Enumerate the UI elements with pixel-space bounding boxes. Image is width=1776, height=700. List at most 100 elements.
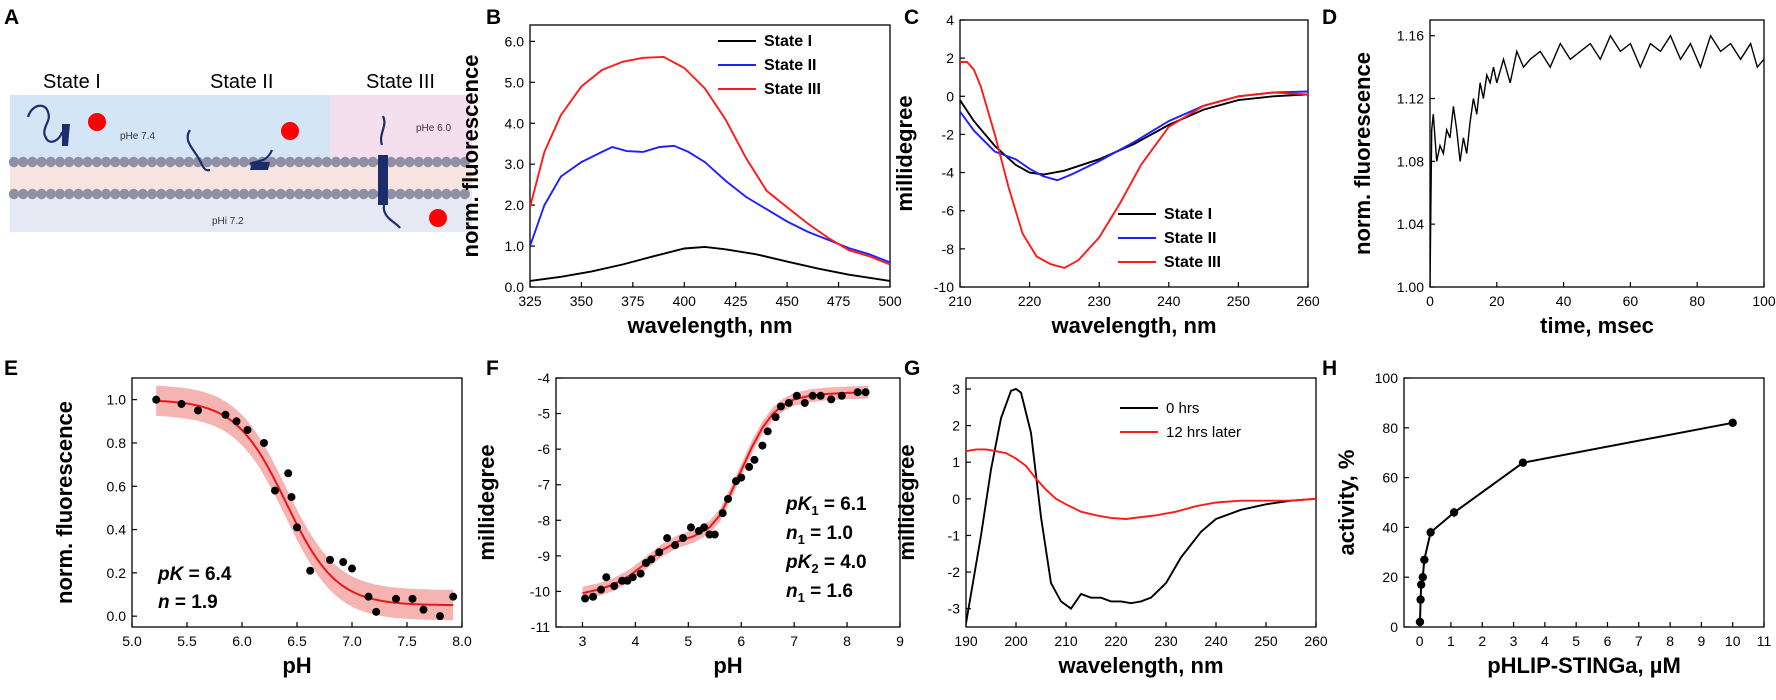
lipid-head: [100, 188, 112, 200]
series-line-state-iii: [530, 55, 890, 266]
lipid-head: [54, 156, 66, 168]
lipid-head: [395, 156, 406, 168]
y-tick-label: 1.12: [1397, 91, 1424, 107]
y-axis-label: norm. fluorescence: [1350, 52, 1375, 255]
lipid-head: [27, 188, 38, 200]
lipid-head: [441, 156, 452, 168]
y-tick-label: 100: [1375, 370, 1399, 386]
lipid-head: [367, 188, 378, 200]
lipid-head: [82, 188, 93, 200]
data-point: [372, 607, 381, 616]
data-point: [710, 530, 719, 539]
data-point: [408, 594, 417, 603]
panel-label-G: G: [904, 357, 920, 380]
data-point: [348, 564, 356, 573]
x-tick-label: 40: [1556, 293, 1572, 309]
y-tick-label: -6: [942, 203, 955, 219]
panel-label-E: E: [4, 357, 18, 380]
ph-intracellular-label: pHi 7.2: [212, 216, 244, 227]
data-point: [837, 391, 846, 400]
data-point: [260, 438, 268, 447]
plot-frame: [965, 377, 1317, 628]
data-point: [602, 573, 611, 582]
lipid-head: [192, 188, 204, 200]
data-point: [232, 417, 241, 426]
series-line-state-i: [960, 93, 1308, 176]
lipid-head: [321, 188, 332, 200]
y-tick-label: 0: [952, 491, 960, 507]
y-tick-label: -4: [942, 165, 955, 181]
lipid-head: [386, 156, 397, 168]
lipid-head: [238, 188, 250, 200]
lipid-head: [211, 188, 222, 200]
cargo-dot-1: [88, 113, 106, 131]
lipid-head: [100, 156, 112, 168]
x-tick-label: 230: [1154, 633, 1178, 649]
lipid-head: [459, 188, 470, 200]
data-point: [287, 493, 296, 502]
x-tick-label: 3: [579, 633, 587, 649]
panel-label-F: F: [486, 357, 499, 380]
y-tick-label: -4: [538, 370, 551, 386]
y-tick-label: -3: [948, 601, 961, 617]
data-point: [1416, 595, 1425, 604]
lipid-head: [413, 188, 424, 200]
y-tick-label: 0: [1390, 619, 1398, 635]
y-tick-label: 1: [952, 454, 960, 470]
x-axis-label: pHLIP-STINGa, µM: [1487, 653, 1681, 678]
lipid-head: [229, 156, 240, 168]
y-tick-label: 0.0: [107, 608, 127, 624]
y-tick-label: 0.4: [107, 522, 127, 538]
y-tick-label: 6.0: [505, 33, 525, 49]
lipid-head: [257, 188, 268, 200]
fit-line: [582, 391, 869, 595]
lipid-head: [91, 188, 103, 200]
data-point: [326, 555, 334, 564]
y-tick-label: 3: [952, 381, 960, 397]
x-tick-label: 5: [1572, 633, 1580, 649]
ph-acidic-label: pHe 6.0: [416, 123, 451, 134]
lipid-head: [238, 156, 250, 168]
data-point: [1518, 458, 1528, 467]
lipid-head: [183, 188, 194, 200]
series-line-state-i: [530, 245, 890, 282]
data-point: [1415, 617, 1425, 627]
data-point: [1728, 418, 1737, 428]
lipid-head: [303, 156, 314, 168]
data-point: [152, 395, 161, 404]
lipid-head: [137, 188, 148, 200]
y-tick-label: -11: [531, 619, 550, 635]
lipid-head: [340, 188, 351, 200]
lipid-head: [82, 156, 93, 168]
lipid-head: [45, 156, 56, 168]
y-tick-label: 20: [1382, 569, 1398, 585]
x-axis-label: wavelength, nm: [1050, 313, 1216, 338]
y-tick-label: 2: [946, 50, 954, 66]
lipid-head: [220, 156, 231, 168]
series-line-0-hrs: [966, 387, 1316, 624]
x-tick-label: 6.0: [232, 633, 252, 649]
data-point: [419, 605, 428, 614]
y-tick-label: 2.0: [505, 197, 525, 213]
lipid-head: [450, 156, 461, 168]
x-tick-label: 4: [1541, 633, 1549, 649]
x-tick-label: 5.0: [122, 633, 142, 649]
panel-label-A: A: [4, 6, 19, 29]
x-tick-label: 220: [1018, 293, 1042, 309]
x-tick-label: 9: [1697, 633, 1705, 649]
data-point: [194, 406, 202, 415]
series-line-state-ii: [960, 90, 1308, 182]
data-point: [808, 391, 817, 400]
x-tick-label: 220: [1104, 633, 1128, 649]
data-point: [861, 388, 870, 397]
data-point: [776, 402, 785, 411]
panel-g-chart: 190 200 210 220 230 240 250 2603210-1-2-3wavele…: [894, 377, 1328, 678]
data-point: [686, 523, 695, 532]
y-tick-label: 80: [1382, 420, 1398, 436]
x-tick-label: 60: [1623, 293, 1639, 309]
data-point: [243, 425, 252, 434]
lipid-head: [110, 156, 121, 168]
x-tick-label: 240: [1204, 633, 1228, 649]
lipid-head: [330, 156, 342, 168]
series-line-state-iii: [960, 61, 1308, 269]
